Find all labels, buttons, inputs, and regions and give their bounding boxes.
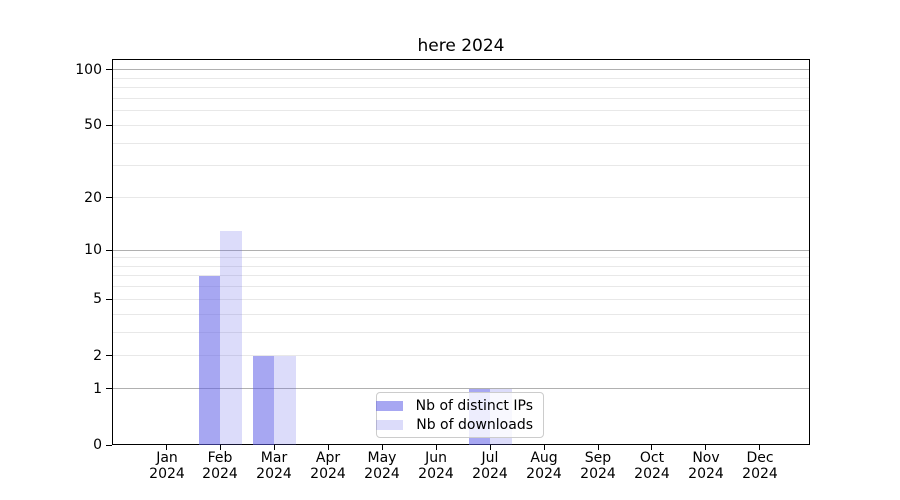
- y-tick-label-20: 20: [84, 190, 102, 206]
- legend-item-downloads: Nb of downloads: [376, 416, 533, 433]
- gridline-minor: [113, 286, 809, 287]
- gridline-minor: [113, 87, 809, 88]
- y-tick-label-2: 2: [93, 348, 102, 364]
- x-tick-may: [382, 445, 383, 450]
- x-tick-year: 2024: [472, 466, 508, 482]
- x-tick-oct: [651, 445, 652, 450]
- x-tick-year: 2024: [202, 466, 238, 482]
- chart-title: here 2024: [417, 36, 505, 56]
- y-tick-100: [106, 69, 112, 70]
- y-tick-2: [106, 355, 112, 356]
- x-tick-year: 2024: [688, 466, 724, 482]
- x-tick-year: 2024: [310, 466, 346, 482]
- x-tick-mar: [274, 445, 275, 450]
- x-tick-nov: [705, 445, 706, 450]
- x-tick-month: Apr: [315, 450, 341, 466]
- x-tick-month: Oct: [639, 450, 665, 466]
- x-tick-year: 2024: [418, 466, 454, 482]
- bar-distinct-ips-mar: [252, 355, 275, 445]
- x-tick-year: 2024: [634, 466, 670, 482]
- x-tick-label-feb: Feb 2024: [193, 450, 247, 482]
- x-tick-aug: [544, 445, 545, 450]
- x-tick-label-oct: Oct 2024: [625, 450, 679, 482]
- gridline-minor: [113, 197, 809, 198]
- x-tick-label-nov: Nov 2024: [679, 450, 733, 482]
- legend: Nb of distinct IPs Nb of downloads: [375, 392, 544, 438]
- gridline-minor: [113, 78, 809, 79]
- x-tick-year: 2024: [256, 466, 292, 482]
- legend-swatch-downloads: [376, 419, 404, 430]
- bar-downloads-mar: [274, 355, 296, 445]
- x-tick-label-may: May 2024: [355, 450, 409, 482]
- gridline-minor: [113, 275, 809, 276]
- x-tick-label-dec: Dec 2024: [733, 450, 787, 482]
- x-tick-label-jan: Jan 2024: [140, 450, 194, 482]
- x-tick-year: 2024: [149, 466, 185, 482]
- gridline-minor: [113, 257, 809, 258]
- x-tick-month: Dec: [746, 450, 774, 466]
- y-tick-label-0: 0: [93, 437, 102, 453]
- y-tick-5: [106, 299, 112, 300]
- gridline-minor: [113, 98, 809, 99]
- gridline-minor: [113, 165, 809, 166]
- x-tick-year: 2024: [742, 466, 778, 482]
- gridline-major: [113, 250, 809, 251]
- gridline-minor: [113, 332, 809, 333]
- x-tick-label-aug: Aug 2024: [517, 450, 571, 482]
- gridline-minor: [113, 299, 809, 300]
- x-tick-month: May: [367, 450, 397, 466]
- x-tick-month: Mar: [260, 450, 288, 466]
- x-tick-month: Jul: [481, 450, 499, 466]
- x-tick-month: Jan: [156, 450, 178, 466]
- x-tick-month: Aug: [530, 450, 558, 466]
- y-tick-50: [106, 125, 112, 126]
- x-tick-apr: [328, 445, 329, 450]
- x-tick-year: 2024: [580, 466, 616, 482]
- y-tick-label-5: 5: [93, 291, 102, 307]
- gridline-minor: [113, 110, 809, 111]
- bar-downloads-feb: [220, 230, 242, 445]
- y-tick-1: [106, 388, 112, 389]
- gridline-minor: [113, 125, 809, 126]
- gridline-major: [113, 388, 809, 389]
- legend-label-downloads: Nb of downloads: [416, 416, 533, 433]
- x-tick-jan: [166, 445, 167, 450]
- y-tick-0: [106, 445, 112, 446]
- y-tick-10: [106, 250, 112, 251]
- x-tick-label-mar: Mar 2024: [247, 450, 301, 482]
- x-tick-jul: [490, 445, 491, 450]
- x-tick-label-jun: Jun 2024: [409, 450, 463, 482]
- x-tick-dec: [759, 445, 760, 450]
- gridline-minor: [113, 355, 809, 356]
- x-tick-year: 2024: [364, 466, 400, 482]
- x-tick-year: 2024: [526, 466, 562, 482]
- x-tick-jun: [436, 445, 437, 450]
- x-tick-label-apr: Apr 2024: [301, 450, 355, 482]
- gridline-major: [113, 69, 809, 70]
- gridline-minor: [113, 266, 809, 267]
- y-tick-label-1: 1: [93, 381, 102, 397]
- gridline-minor: [113, 314, 809, 315]
- legend-swatch-distinct-ips: [375, 400, 403, 411]
- y-tick-label-10: 10: [84, 242, 102, 258]
- x-tick-sep: [598, 445, 599, 450]
- x-tick-month: Feb: [207, 450, 233, 466]
- y-tick-20: [106, 197, 112, 198]
- x-tick-month: Jun: [425, 450, 447, 466]
- x-tick-month: Sep: [584, 450, 612, 466]
- x-tick-month: Nov: [692, 450, 720, 466]
- bar-distinct-ips-feb: [198, 276, 221, 445]
- plot-area: Nb of distinct IPs Nb of downloads: [112, 59, 810, 445]
- gridline-minor: [113, 143, 809, 144]
- y-tick-label-100: 100: [75, 62, 102, 78]
- legend-item-distinct-ips: Nb of distinct IPs: [375, 397, 533, 414]
- x-tick-feb: [220, 445, 221, 450]
- x-tick-label-sep: Sep 2024: [571, 450, 625, 482]
- legend-label-distinct-ips: Nb of distinct IPs: [415, 397, 533, 414]
- y-tick-label-50: 50: [84, 117, 102, 133]
- x-tick-label-jul: Jul 2024: [463, 450, 517, 482]
